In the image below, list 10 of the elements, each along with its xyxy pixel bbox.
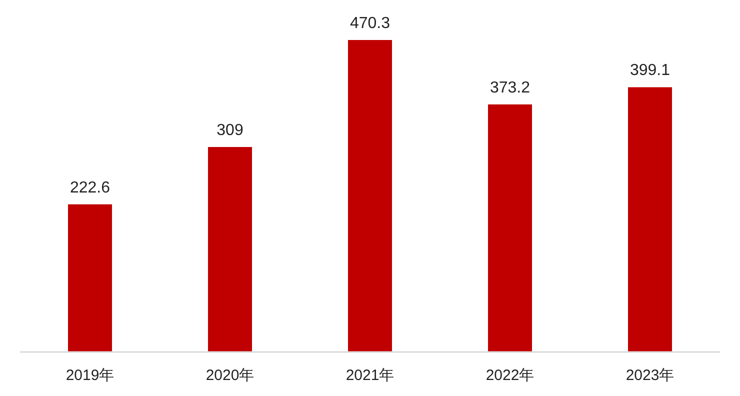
x-tick-label: 2022年 <box>486 367 534 384</box>
data-label: 373.2 <box>490 79 530 96</box>
x-tick-label: 2019年 <box>66 367 114 384</box>
x-tick-label: 2021年 <box>346 367 394 384</box>
data-label: 399.1 <box>630 62 670 80</box>
x-tick-label: 2020年 <box>206 367 254 384</box>
x-tick-label: 2023年 <box>626 367 674 384</box>
data-label: 222.6 <box>70 179 110 196</box>
data-label: 309 <box>216 122 244 140</box>
data-label: 470.3 <box>350 15 390 32</box>
